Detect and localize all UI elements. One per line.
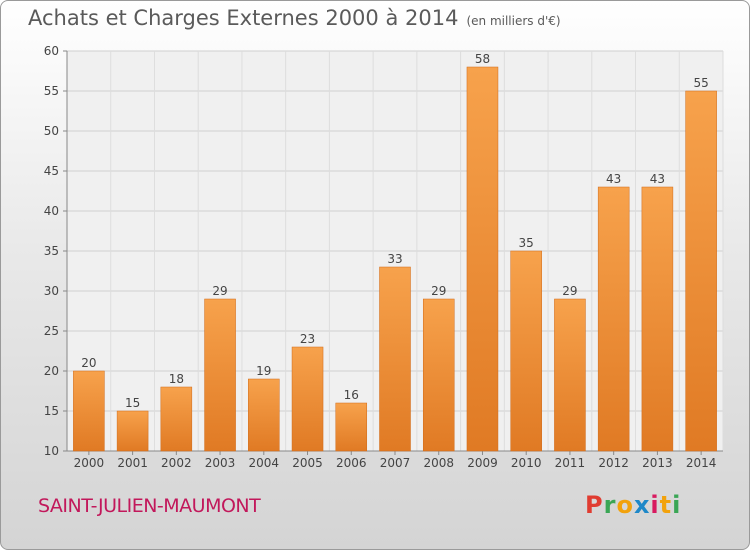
logo-letter: i (650, 491, 660, 519)
data-label-2010: 35 (519, 236, 534, 250)
y-tick-label: 40 (44, 204, 59, 218)
x-tick-label-2010: 2010 (511, 456, 542, 470)
data-label-2003: 29 (212, 284, 227, 298)
x-tick-label-2008: 2008 (423, 456, 454, 470)
x-tick-label-2013: 2013 (642, 456, 673, 470)
x-tick-label-2012: 2012 (598, 456, 629, 470)
y-tick-label: 55 (44, 84, 59, 98)
bar-2003 (204, 298, 236, 452)
commune-name: SAINT-JULIEN-MAUMONT (38, 495, 261, 517)
logo-letter: P (585, 491, 604, 519)
bar-2007 (379, 266, 411, 452)
chart-title-block: Achats et Charges Externes 2000 à 2014 (e… (28, 6, 561, 30)
bar-2001 (116, 410, 149, 452)
x-tick-label-2000: 2000 (74, 456, 105, 470)
data-label-2002: 18 (169, 372, 184, 386)
y-tick-label: 10 (44, 444, 59, 458)
chart-title: Achats et Charges Externes 2000 à 2014 (28, 6, 459, 30)
bar-2011 (554, 298, 586, 452)
bar-2002 (160, 386, 193, 452)
data-label-2008: 29 (431, 284, 446, 298)
logo-letter: o (616, 491, 634, 519)
y-tick-label: 15 (44, 404, 59, 418)
data-label-2006: 16 (344, 388, 359, 402)
x-tick-label-2002: 2002 (161, 456, 192, 470)
data-label-2001: 15 (125, 396, 140, 410)
y-tick-label: 20 (44, 364, 59, 378)
bar-2005 (291, 346, 324, 452)
bars (73, 66, 717, 452)
proxiti-logo[interactable]: Proxiti (585, 491, 681, 519)
data-label-2012: 43 (606, 172, 621, 186)
y-tick-label: 25 (44, 324, 59, 338)
data-label-2007: 33 (387, 252, 402, 266)
data-labels: 20 15 18 29 19 23 16 33 29 58 35 29 43 43 55 (81, 52, 709, 410)
y-tick-label: 50 (44, 124, 59, 138)
x-tick-label-2006: 2006 (336, 456, 367, 470)
x-tick-label-2005: 2005 (292, 456, 323, 470)
bar-2009 (466, 66, 499, 452)
x-tick-label-2011: 2011 (555, 456, 586, 470)
data-label-2005: 23 (300, 332, 315, 346)
axes: 10 15 20 25 30 35 40 45 50 55 60 2000 2001 2002 2003 20… (44, 44, 723, 470)
logo-letter: i (672, 491, 682, 519)
y-tick-label: 30 (44, 284, 59, 298)
logo-letter: x (633, 491, 651, 519)
bar-2006 (335, 402, 368, 452)
bar-2010 (510, 250, 542, 452)
bar-2004 (248, 378, 280, 452)
x-tick-label-2004: 2004 (249, 456, 280, 470)
chart-unit: (en milliers d'€) (466, 14, 561, 28)
data-label-2014: 55 (693, 76, 708, 90)
bar-2012 (597, 186, 630, 452)
bar-2000 (73, 370, 105, 452)
y-tick-label: 45 (44, 164, 59, 178)
data-label-2004: 19 (256, 364, 271, 378)
bar-2014 (685, 90, 717, 452)
x-tick-label-2014: 2014 (686, 456, 717, 470)
data-label-2013: 43 (650, 172, 665, 186)
logo-letter: t (659, 491, 673, 519)
data-label-2009: 58 (475, 52, 490, 66)
bar-2013 (641, 186, 674, 452)
x-tick-label-2001: 2001 (117, 456, 148, 470)
x-tick-label-2003: 2003 (205, 456, 236, 470)
bar-2008 (422, 298, 455, 452)
x-tick-label-2009: 2009 (467, 456, 498, 470)
data-label-2011: 29 (562, 284, 577, 298)
logo-letter: r (603, 491, 617, 519)
data-label-2000: 20 (81, 356, 96, 370)
x-tick-label-2007: 2007 (380, 456, 411, 470)
y-tick-label: 60 (44, 44, 59, 58)
y-tick-label: 35 (44, 244, 59, 258)
